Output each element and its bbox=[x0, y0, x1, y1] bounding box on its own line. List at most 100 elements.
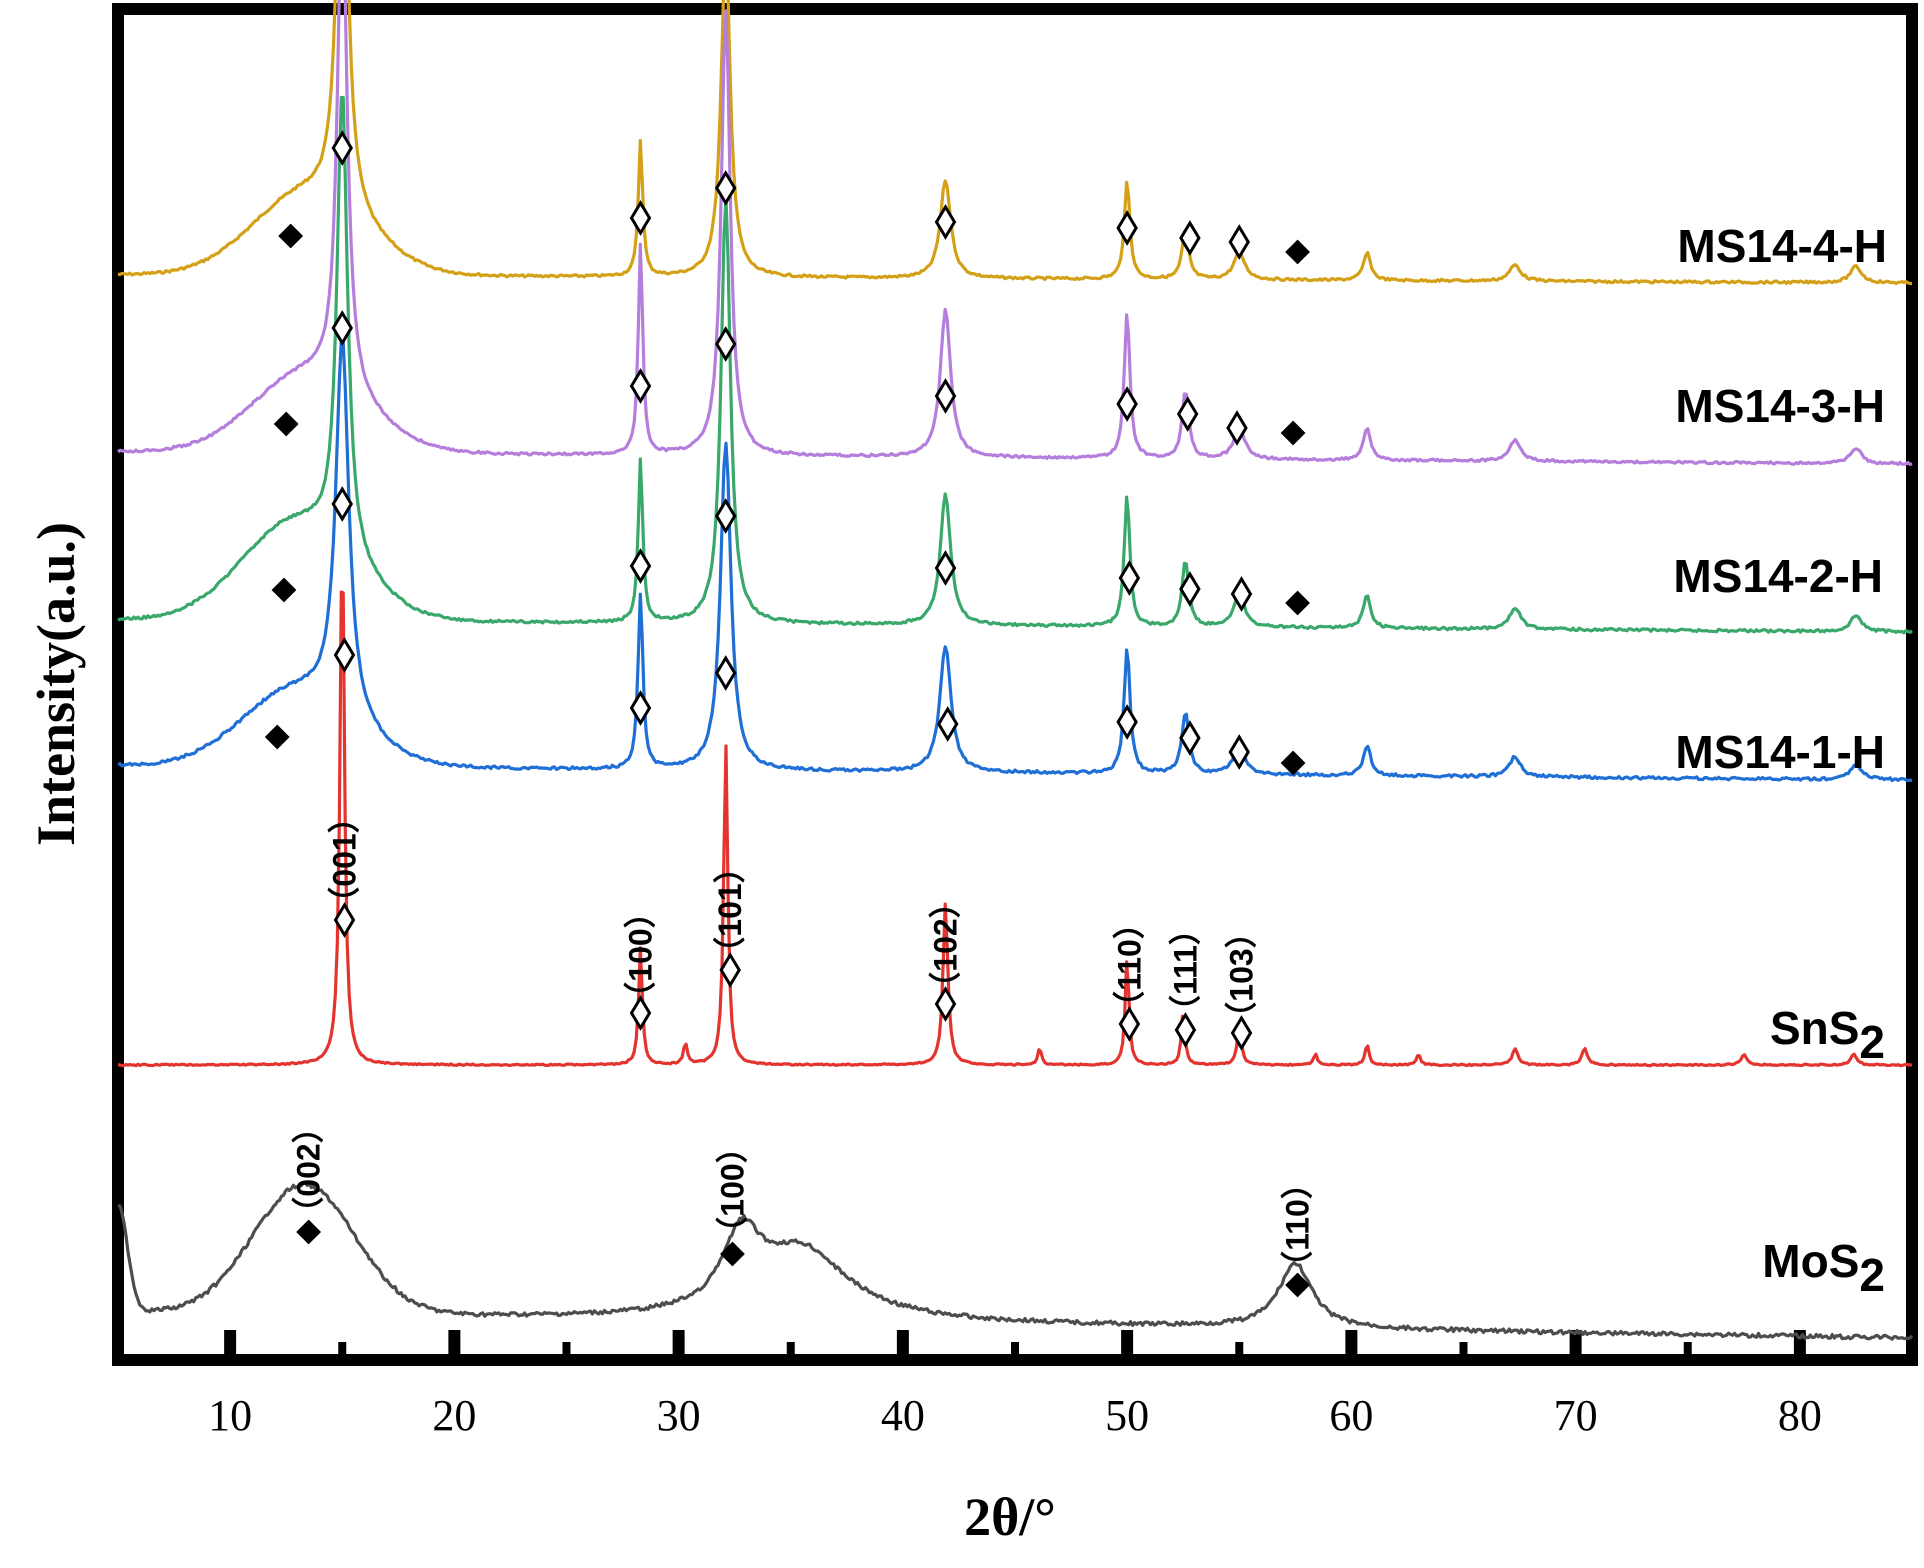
miller-index-label: （110） bbox=[1111, 907, 1147, 1023]
sns2-peak-marker bbox=[1230, 576, 1253, 612]
x-tick-label: 80 bbox=[1778, 1391, 1822, 1440]
x-tick-mark bbox=[1121, 1330, 1134, 1354]
x-tick-label: 50 bbox=[1105, 1391, 1149, 1440]
mos2-peak-marker bbox=[271, 577, 297, 603]
sns2-peak-marker bbox=[1179, 720, 1201, 756]
plot-frame bbox=[112, 3, 1918, 1366]
sns2-peak-marker bbox=[331, 130, 353, 166]
series-line-ms14-4-h bbox=[117, 0, 1913, 286]
mos2-peak-marker bbox=[1285, 1272, 1310, 1298]
sns2-peak-marker bbox=[1226, 410, 1248, 446]
sns2-peak-marker bbox=[1230, 1015, 1253, 1051]
sns2-peak-marker bbox=[1228, 734, 1250, 770]
series-label-ms14-2-h: MS14-2-H bbox=[1673, 550, 1883, 602]
x-tick-label: 20 bbox=[432, 1391, 476, 1440]
x-tick-mark bbox=[448, 1330, 461, 1354]
x-axis-title: 2θ/° bbox=[964, 1487, 1056, 1547]
x-tick-mark bbox=[1011, 1342, 1019, 1354]
x-tick-mark bbox=[896, 1330, 909, 1354]
mos2-peak-marker bbox=[1280, 750, 1306, 776]
x-tick-label: 60 bbox=[1329, 1391, 1373, 1440]
miller-index-label: （110） bbox=[1280, 1167, 1316, 1283]
sns2-peak-marker bbox=[629, 690, 652, 726]
series-label-subscript: 2 bbox=[1859, 1016, 1885, 1068]
x-tick-label: 40 bbox=[881, 1391, 925, 1440]
series-line-ms14-3-h bbox=[117, 0, 1913, 467]
x-tick-mark bbox=[1683, 1342, 1692, 1354]
sns2-peak-marker bbox=[719, 952, 741, 988]
mos2-peak-marker bbox=[1285, 239, 1310, 265]
sns2-peak-marker bbox=[1118, 560, 1141, 596]
sns2-peak-marker bbox=[331, 310, 353, 346]
mos2-peak-marker bbox=[1280, 420, 1306, 446]
sns2-peak-marker bbox=[1174, 1012, 1197, 1048]
mos2-peak-marker bbox=[278, 223, 304, 249]
x-tick-label: 10 bbox=[208, 1391, 252, 1440]
miller-index-label: （101） bbox=[712, 851, 748, 968]
series-labels: MS14-4-H MS14-3-H MS14-2-H MS14-1-H SnS2 MoS2 bbox=[1673, 220, 1887, 1301]
sns2-peak-marker bbox=[1116, 210, 1138, 246]
series-line-ms14-2-h bbox=[117, 95, 1913, 635]
x-tick-mark bbox=[786, 1342, 795, 1354]
series-line-mos2 bbox=[117, 1181, 1914, 1341]
miller-index-label: （102） bbox=[927, 886, 963, 1003]
x-tick-mark bbox=[562, 1342, 571, 1354]
x-axis-ticks: 10 20 30 40 50 60 70 80 bbox=[208, 1330, 1822, 1440]
x-tick-mark bbox=[1235, 1342, 1244, 1354]
series-label-ms14-1-h: MS14-1-H bbox=[1675, 726, 1885, 778]
sns2-peak-marker bbox=[1116, 386, 1138, 422]
sns2-peak-marker bbox=[934, 550, 957, 586]
sns2-peak-marker bbox=[936, 706, 959, 742]
series-label-ms14-4-h: MS14-4-H bbox=[1677, 220, 1887, 272]
sns2-peak-marker bbox=[1176, 396, 1199, 432]
mos2-peak-marker bbox=[1285, 590, 1310, 616]
x-tick-label: 30 bbox=[657, 1391, 701, 1440]
sns2-peak-marker bbox=[934, 378, 957, 414]
series-label-mos2: MoS2 bbox=[1762, 1235, 1885, 1301]
mos2-peak-marker bbox=[720, 1241, 745, 1267]
mos2-peak-marker bbox=[264, 724, 290, 750]
sns2-peak-marker bbox=[714, 326, 737, 362]
x-tick-mark bbox=[224, 1330, 237, 1354]
sns2-peak-marker bbox=[1228, 224, 1250, 260]
miller-index-label: （100） bbox=[714, 1131, 750, 1248]
series-line-ms14-1-h bbox=[117, 339, 1913, 783]
mos2-peak-marker bbox=[273, 411, 299, 437]
sns2-peak-marker bbox=[1116, 704, 1138, 740]
sns2-peak-marker bbox=[629, 995, 652, 1031]
sns2-peak-marker bbox=[1179, 571, 1201, 607]
sns2-peak-marker bbox=[629, 548, 652, 584]
sns2-peak-marker bbox=[333, 902, 356, 938]
miller-index-label: （103） bbox=[1223, 916, 1259, 1033]
x-tick-mark bbox=[1569, 1330, 1582, 1354]
series-group bbox=[117, 0, 1914, 1341]
sns2-peak-marker bbox=[934, 204, 957, 240]
series-label-subscript: 2 bbox=[1859, 1249, 1885, 1301]
y-axis-title: Intensity(a.u.) bbox=[26, 522, 86, 846]
sns2-peak-marker bbox=[629, 368, 652, 404]
x-tick-label: 70 bbox=[1554, 1391, 1598, 1440]
series-line-sns2 bbox=[117, 590, 1913, 1068]
sns2-peak-marker bbox=[714, 655, 737, 691]
sns2-peak-marker bbox=[714, 170, 737, 206]
x-tick-mark bbox=[1459, 1342, 1468, 1354]
peak-markers: （001） （100） （101） （102） （110） （111） （103） （002）… bbox=[264, 130, 1316, 1298]
x-tick-mark bbox=[1345, 1330, 1358, 1354]
miller-index-label: （001） bbox=[326, 801, 362, 918]
sns2-peak-marker bbox=[629, 200, 652, 236]
series-label-ms14-3-h: MS14-3-H bbox=[1675, 380, 1885, 432]
miller-index-label: （002） bbox=[291, 1111, 327, 1228]
miller-index-label: （111） bbox=[1167, 913, 1203, 1027]
sns2-peak-marker bbox=[1118, 1006, 1141, 1042]
series-label-sns2: SnS2 bbox=[1770, 1002, 1885, 1068]
mos2-peak-marker bbox=[296, 1219, 322, 1245]
sns2-peak-marker bbox=[331, 486, 353, 522]
x-tick-mark bbox=[672, 1330, 685, 1354]
sns2-peak-marker bbox=[714, 498, 737, 534]
sns2-peak-marker bbox=[1179, 220, 1201, 256]
sns2-peak-marker bbox=[333, 637, 356, 673]
miller-index-label: （100） bbox=[623, 896, 659, 1013]
sns2-peak-marker bbox=[934, 986, 957, 1022]
x-tick-mark bbox=[338, 1342, 347, 1354]
